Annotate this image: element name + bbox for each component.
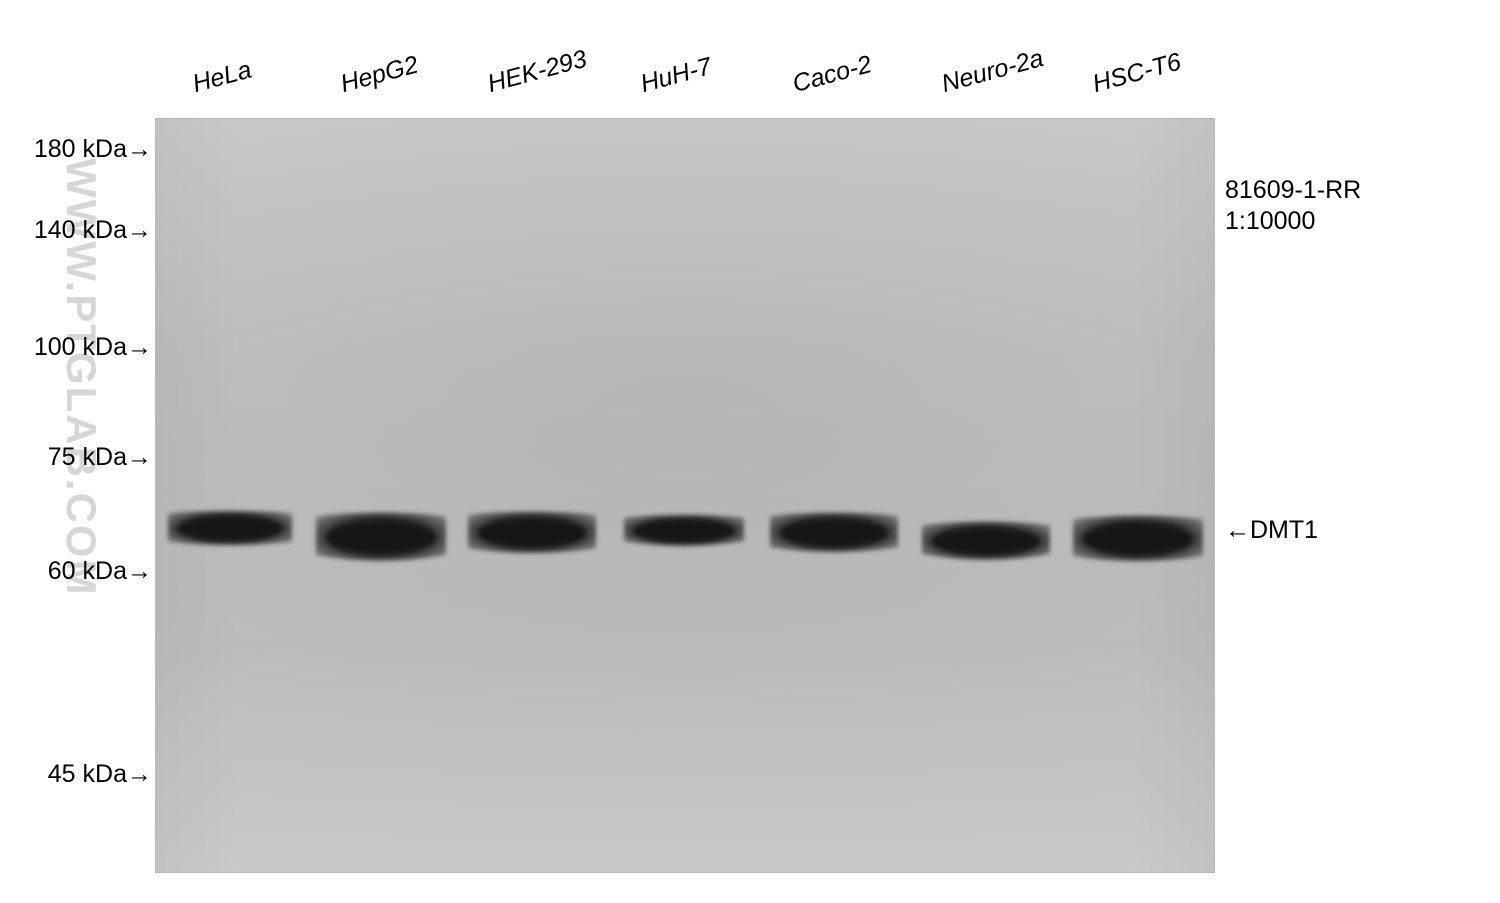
mw-marker-label: 45 kDa→ — [48, 760, 152, 789]
antibody-dilution: 1:10000 — [1225, 206, 1361, 237]
blot-band-core — [932, 529, 1040, 553]
mw-marker-label: 180 kDa→ — [34, 135, 152, 164]
lane-label: Caco-2 — [789, 50, 874, 99]
blot-band-core — [1083, 524, 1192, 554]
bands-layer — [156, 119, 1216, 874]
band-target-label: ←DMT1 — [1225, 516, 1318, 545]
blot-band-core — [178, 517, 282, 540]
mw-marker-label: 140 kDa→ — [34, 216, 152, 245]
antibody-info: 81609-1-RR 1:10000 — [1225, 175, 1361, 238]
lane-label: HSC-T6 — [1089, 48, 1184, 99]
blot-membrane — [155, 118, 1215, 873]
lane-label: Neuro-2a — [938, 44, 1046, 99]
blot-band-core — [780, 520, 888, 546]
antibody-catalog: 81609-1-RR — [1225, 175, 1361, 206]
mw-marker-label: 100 kDa→ — [34, 333, 152, 362]
mw-marker-label: 60 kDa→ — [48, 557, 152, 586]
blot-band-core — [634, 521, 735, 541]
mw-marker-label: 75 kDa→ — [48, 443, 152, 472]
blot-band-core — [326, 522, 435, 554]
lane-label: HuH-7 — [637, 52, 714, 99]
lane-label: HEK-293 — [484, 45, 590, 99]
lane-label: HeLa — [189, 56, 254, 99]
blot-band-core — [478, 519, 586, 546]
band-target-text: ←DMT1 — [1225, 516, 1318, 544]
figure-root: WWW.PTGLAB.COM HeLaHepG2HEK-293HuH-7Caco… — [0, 0, 1500, 903]
lane-label: HepG2 — [337, 50, 421, 99]
